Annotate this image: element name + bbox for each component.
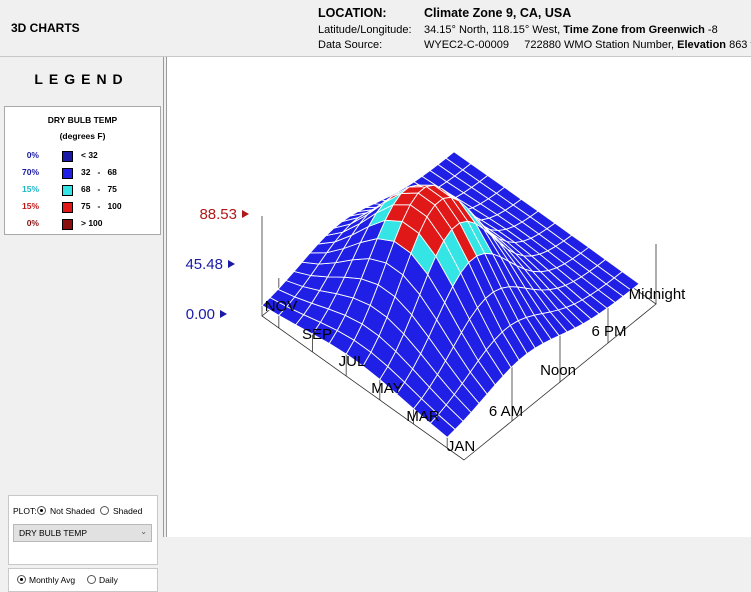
shaded-label[interactable]: Shaded [113,506,143,516]
month-label: MAR [406,408,440,425]
surface-patch [613,271,640,291]
legend-percent: 0% [26,218,39,228]
legend-units: (degrees F) [59,131,106,141]
legend-range: > 100 [81,218,103,228]
z-axis-marker [220,310,227,318]
location-label: LOCATION: [318,6,387,20]
z-axis-label: 45.48 [185,256,223,273]
month-label: JUL [339,353,366,370]
source-value: WYEC2-C-00009 722880 WMO Station Number,… [424,39,751,51]
month-label: SEP [302,326,332,343]
header: 3D CHARTS LOCATION: Climate Zone 9, CA, … [0,0,751,57]
chevron-down-icon: ⌄ [140,527,147,536]
hour-label: Noon [540,362,576,379]
plot-panel: PLOT: Not Shaded Shaded DRY BULB TEMP ⌄ [8,495,158,565]
legend-percent: 70% [21,167,39,177]
legend-percent: 15% [21,184,39,194]
latlon-coords: 34.15° North, 118.15° West, [424,24,564,36]
month-label: NOV [265,298,298,315]
legend-row: 0% < 32 [5,150,160,163]
legend-swatch [62,151,73,162]
legend-row: 0% > 100 [5,218,160,231]
legend-row: 15% 75 - 100 [5,201,160,214]
source-station: WYEC2-C-00009 722880 WMO Station Number, [424,39,678,51]
aggregation-panel: Monthly Avg Daily [8,568,158,592]
timezone-value: -8 [704,24,718,36]
legend-swatch [62,168,73,179]
variable-select-value: DRY BULB TEMP [19,528,88,538]
month-label: JAN [447,438,475,455]
z-axis-marker [242,210,249,218]
legend-range: 32 - 68 [81,167,117,177]
shaded-radio[interactable] [100,506,109,515]
plot-label: PLOT: [13,506,37,516]
legend-range: 75 - 100 [81,201,122,211]
hour-label: 6 PM [591,323,626,340]
legend-row: 70% 32 - 68 [5,167,160,180]
elevation-value: 863 ft [729,39,751,51]
daily-label[interactable]: Daily [99,575,118,585]
legend-swatch [62,185,73,196]
legend-percent: 0% [26,150,39,160]
timezone-label: Time Zone from Greenwich [563,24,705,36]
not-shaded-radio[interactable] [37,506,46,515]
hour-label: Midnight [629,286,687,303]
legend-swatch [62,202,73,213]
monthly-avg-radio[interactable] [17,575,26,584]
location-value: Climate Zone 9, CA, USA [424,6,572,20]
month-label: MAY [371,380,402,397]
sidebar: LEGEND DRY BULB TEMP (degrees F) 0% < 32 7… [0,57,164,592]
legend-range: 68 - 75 [81,184,117,194]
legend-range: < 32 [81,150,98,160]
legend-box: DRY BULB TEMP (degrees F) 0% < 32 70% 32 - … [4,106,161,235]
legend-row: 15% 68 - 75 [5,184,160,197]
source-label: Data Source: [318,39,383,51]
app-title: 3D CHARTS [11,21,80,35]
legend-title: LEGEND [34,71,129,87]
latlon-value: 34.15° North, 118.15° West, Time Zone fr… [424,24,718,36]
monthly-avg-label[interactable]: Monthly Avg [29,575,76,585]
elevation-label: Elevation [677,39,727,51]
z-axis-marker [228,260,235,268]
z-axis-label: 0.00 [186,306,215,323]
chart-area: 88.53 45.48 0.00 NOV SEP JUL MAY MAR JAN 6 AM Noon… [166,57,751,537]
legend-swatch [62,219,73,230]
daily-radio[interactable] [87,575,96,584]
legend-percent: 15% [21,201,39,211]
hour-label: 6 AM [489,403,523,420]
legend-heading: DRY BULB TEMP [47,115,118,125]
variable-select[interactable]: DRY BULB TEMP ⌄ [13,524,152,542]
z-axis-label: 88.53 [199,206,237,223]
not-shaded-label[interactable]: Not Shaded [50,506,95,516]
latlon-label: Latitude/Longitude: [318,24,412,36]
